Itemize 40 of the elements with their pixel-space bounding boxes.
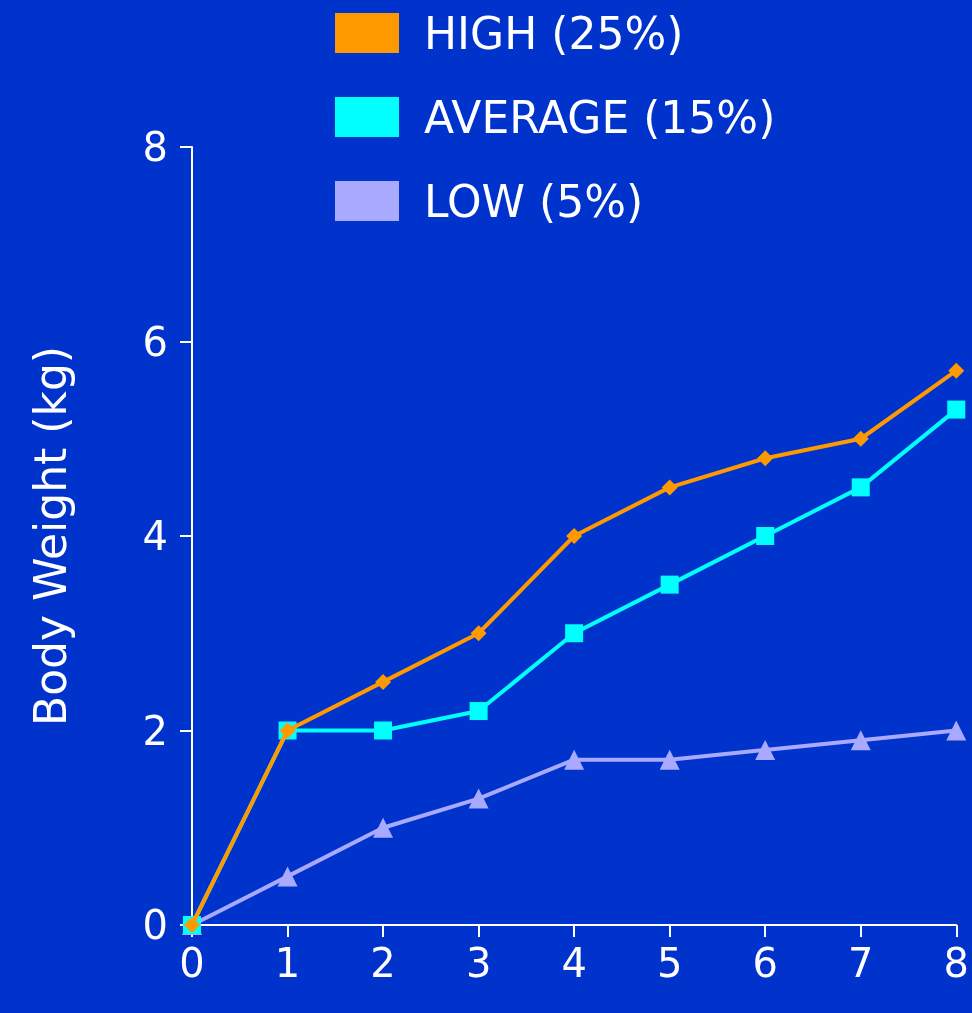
x-tick-label: 6	[752, 940, 778, 986]
point	[659, 749, 680, 770]
x-tick-label: 2	[370, 940, 396, 986]
point	[946, 720, 967, 741]
legend-label: HIGH (25%)	[424, 7, 684, 59]
point	[661, 479, 678, 496]
point	[468, 788, 489, 809]
point	[755, 739, 776, 760]
point	[373, 817, 394, 838]
point	[566, 528, 583, 544]
point	[469, 702, 488, 721]
point	[660, 575, 679, 594]
point	[565, 624, 584, 643]
point	[947, 400, 966, 419]
point	[948, 362, 965, 379]
legend-label: LOW (5%)	[424, 175, 644, 227]
x-tick-label: 3	[465, 940, 492, 986]
point	[470, 625, 487, 642]
x-tick-label: 1	[274, 940, 301, 986]
x-tick-label: 4	[561, 940, 587, 986]
legend-label: AVERAGE (15%)	[424, 91, 776, 143]
point	[277, 866, 298, 887]
point	[375, 673, 392, 690]
y-tick-label: 8	[142, 124, 168, 170]
point	[564, 749, 585, 770]
y-tick-label: 4	[142, 513, 168, 559]
point	[850, 730, 871, 751]
x-tick-label: 8	[943, 940, 969, 986]
point	[852, 430, 869, 447]
y-axis-title: Body Weight (kg)	[24, 345, 76, 727]
point	[756, 527, 775, 545]
point	[757, 450, 774, 467]
point	[374, 721, 393, 740]
y-tick-label: 6	[142, 318, 168, 365]
x-tick-label: 5	[656, 940, 683, 986]
y-tick-label: 2	[142, 707, 168, 754]
point	[851, 478, 870, 497]
y-tick-label: 0	[142, 902, 168, 948]
x-tick-label: 7	[848, 940, 874, 986]
x-tick-label: 0	[179, 940, 205, 986]
